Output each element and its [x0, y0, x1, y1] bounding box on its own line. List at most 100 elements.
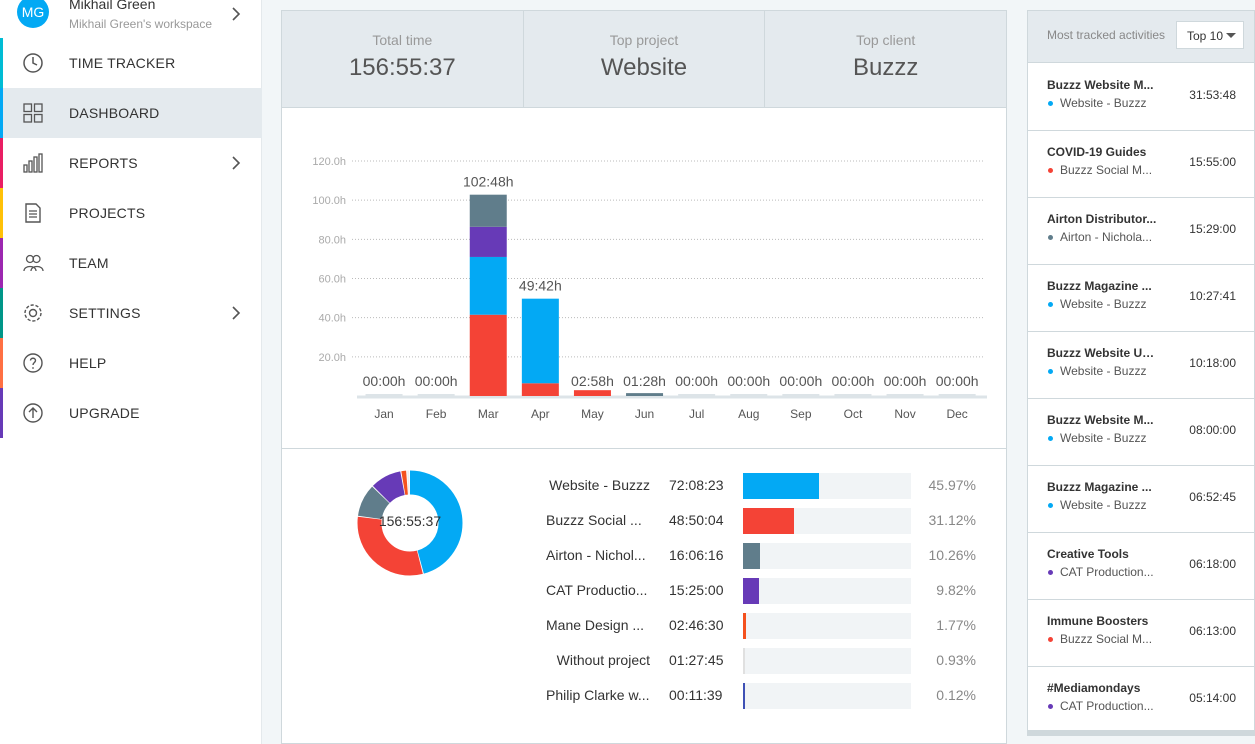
- monthly-bar-chart-panel: 20.0h 40.0h 60.0h 80.0h 100.0h 120.0h 00:00h Ja…: [281, 108, 1007, 449]
- sidebar-item-label: UPGRADE: [69, 405, 140, 421]
- summary-bar: Total time 156:55:37 Top project Website…: [281, 10, 1007, 108]
- activity-project: Website - Buzzz: [1060, 297, 1147, 311]
- sidebar-item-projects[interactable]: PROJECTS: [0, 188, 262, 238]
- project-progress-fill: [743, 683, 745, 709]
- activities-header: Most tracked activities Top 10: [1028, 11, 1254, 63]
- sidebar-item-settings[interactable]: SETTINGS: [0, 288, 262, 338]
- activity-item[interactable]: Airton Distributor... Airton - Nichola...…: [1028, 198, 1254, 265]
- project-color-dot: [1048, 503, 1053, 508]
- activity-item[interactable]: COVID-19 Guides Buzzz Social M... 15:55:00: [1028, 131, 1254, 198]
- bar-total-label: 02:58h: [571, 373, 614, 389]
- project-progress-track: [743, 508, 911, 534]
- activity-project: CAT Production...: [1060, 565, 1154, 579]
- y-tick-label: 100.0h: [312, 195, 346, 207]
- bar-total-label: 00:00h: [675, 373, 718, 389]
- chevron-right-icon[interactable]: [230, 154, 242, 172]
- activity-name: Buzzz Website M...: [1047, 413, 1154, 427]
- sidebar-item-reports[interactable]: REPORTS: [0, 138, 262, 188]
- bar-total-label: 01:28h: [623, 373, 666, 389]
- activity-time: 06:52:45: [1189, 490, 1236, 504]
- activity-time: 08:00:00: [1189, 423, 1236, 437]
- top-client-label: Top client: [856, 32, 916, 48]
- sidebar-item-upgrade[interactable]: UPGRADE: [0, 388, 262, 438]
- top-project-value: Website: [600, 54, 688, 81]
- breakdown-row[interactable]: Buzzz Social ... 48:50:04 31.12%: [282, 508, 1008, 534]
- breakdown-row[interactable]: Website - Buzzz 72:08:23 45.97%: [282, 473, 1008, 499]
- bar-total-label: 00:00h: [415, 373, 458, 389]
- activity-time: 05:14:00: [1189, 691, 1236, 705]
- project-percent: 31.12%: [928, 512, 976, 528]
- nav-color-stripe: [0, 138, 3, 188]
- project-time: 72:08:23: [669, 477, 724, 493]
- breakdown-row[interactable]: Mane Design ... 02:46:30 1.77%: [282, 613, 1008, 639]
- project-progress-track: [743, 613, 911, 639]
- sidebar-item-label: TIME TRACKER: [69, 55, 176, 71]
- activity-item[interactable]: Buzzz Magazine ... Website - Buzzz 10:27:4…: [1028, 265, 1254, 332]
- x-tick-label: Jun: [635, 407, 654, 421]
- top-n-select[interactable]: Top 10: [1176, 21, 1244, 49]
- monthly-bar-chart: 20.0h 40.0h 60.0h 80.0h 100.0h 120.0h 00:00h Ja…: [312, 156, 987, 421]
- x-tick-label: May: [581, 407, 604, 421]
- horizontal-scrollbar[interactable]: [1028, 730, 1254, 736]
- activity-item[interactable]: #Mediamondays CAT Production... 05:14:00: [1028, 667, 1254, 734]
- project-name: Mane Design ...: [546, 617, 645, 633]
- activity-item[interactable]: Buzzz Website M... Website - Buzzz 08:00:0…: [1028, 399, 1254, 466]
- y-tick-label: 40.0h: [318, 313, 346, 325]
- chevron-right-icon[interactable]: [230, 304, 242, 322]
- sidebar-item-label: PROJECTS: [69, 205, 146, 221]
- bar-empty-jan: [365, 394, 403, 397]
- activity-name: Buzzz Website M...: [1047, 78, 1154, 92]
- chevron-right-icon[interactable]: [230, 5, 242, 23]
- breakdown-row[interactable]: Philip Clarke w... 00:11:39 0.12%: [282, 683, 1008, 709]
- sidebar-item-time-tracker[interactable]: TIME TRACKER: [0, 38, 262, 88]
- donut-center-label: 156:55:37: [378, 513, 442, 529]
- sidebar-item-label: HELP: [69, 355, 107, 371]
- activity-project: Buzzz Social M...: [1060, 163, 1153, 177]
- activity-item[interactable]: Buzzz Website M... Website - Buzzz 31:53:4…: [1028, 64, 1254, 131]
- workspace-switcher[interactable]: MG Mikhail Green Mikhail Green's workspa…: [0, 0, 262, 38]
- avatar[interactable]: MG: [17, 0, 49, 28]
- project-time: 01:27:45: [669, 652, 724, 668]
- project-percent: 0.93%: [936, 652, 976, 668]
- bar-total-label: 00:00h: [832, 373, 875, 389]
- workspace-name: Mikhail Green's workspace: [69, 17, 213, 31]
- activity-item[interactable]: Immune Boosters Buzzz Social M... 06:13:00: [1028, 600, 1254, 667]
- activity-project: Buzzz Social M...: [1060, 632, 1153, 646]
- project-percent: 9.82%: [936, 582, 976, 598]
- x-tick-label: Mar: [478, 407, 499, 421]
- project-name: Website - Buzzz: [549, 477, 650, 493]
- activity-time: 06:18:00: [1189, 557, 1236, 571]
- bar-segment-apr-1: [521, 298, 559, 384]
- breakdown-row[interactable]: Airton - Nichol... 16:06:16 10.26%: [282, 543, 1008, 569]
- project-percent: 1.77%: [936, 617, 976, 633]
- activity-name: Airton Distributor...: [1047, 212, 1157, 226]
- top-client-value: Buzzz: [853, 54, 919, 81]
- project-color-dot: [1048, 302, 1053, 307]
- project-time: 00:11:39: [669, 687, 723, 703]
- x-tick-label: Jul: [689, 407, 704, 421]
- activity-item[interactable]: Buzzz Magazine ... Website - Buzzz 06:52:4…: [1028, 466, 1254, 533]
- project-progress-track: [743, 578, 911, 604]
- projects-icon: [25, 203, 41, 223]
- activity-name: #Mediamondays: [1047, 681, 1141, 695]
- sidebar-item-dashboard[interactable]: DASHBOARD: [0, 88, 262, 138]
- project-progress-track: [743, 648, 911, 674]
- activity-item[interactable]: Creative Tools CAT Production... 06:18:00: [1028, 533, 1254, 600]
- bar-total-label: 102:48h: [463, 174, 514, 190]
- activity-name: Creative Tools: [1047, 547, 1129, 561]
- bar-total-label: 00:00h: [363, 373, 406, 389]
- activity-name: Immune Boosters: [1047, 614, 1149, 628]
- bar-segment-may-0: [573, 390, 611, 396]
- breakdown-row[interactable]: CAT Productio... 15:25:00 9.82%: [282, 578, 1008, 604]
- project-time: 48:50:04: [669, 512, 724, 528]
- project-progress-fill: [743, 508, 795, 534]
- sidebar-item-team[interactable]: TEAM: [0, 238, 262, 288]
- sidebar-item-help[interactable]: HELP: [0, 338, 262, 388]
- project-percent: 0.12%: [936, 687, 976, 703]
- activity-item[interactable]: Buzzz Website Up... Website - Buzzz 10:18:…: [1028, 332, 1254, 399]
- project-breakdown-panel: 156:55:37 Website - Buzzz 72:08:23 45.97% B…: [281, 448, 1007, 744]
- project-color-dot: [1048, 637, 1053, 642]
- breakdown-row[interactable]: Without project 01:27:45 0.93%: [282, 648, 1008, 674]
- project-color-dot: [1048, 101, 1053, 106]
- nav-color-stripe: [0, 88, 3, 138]
